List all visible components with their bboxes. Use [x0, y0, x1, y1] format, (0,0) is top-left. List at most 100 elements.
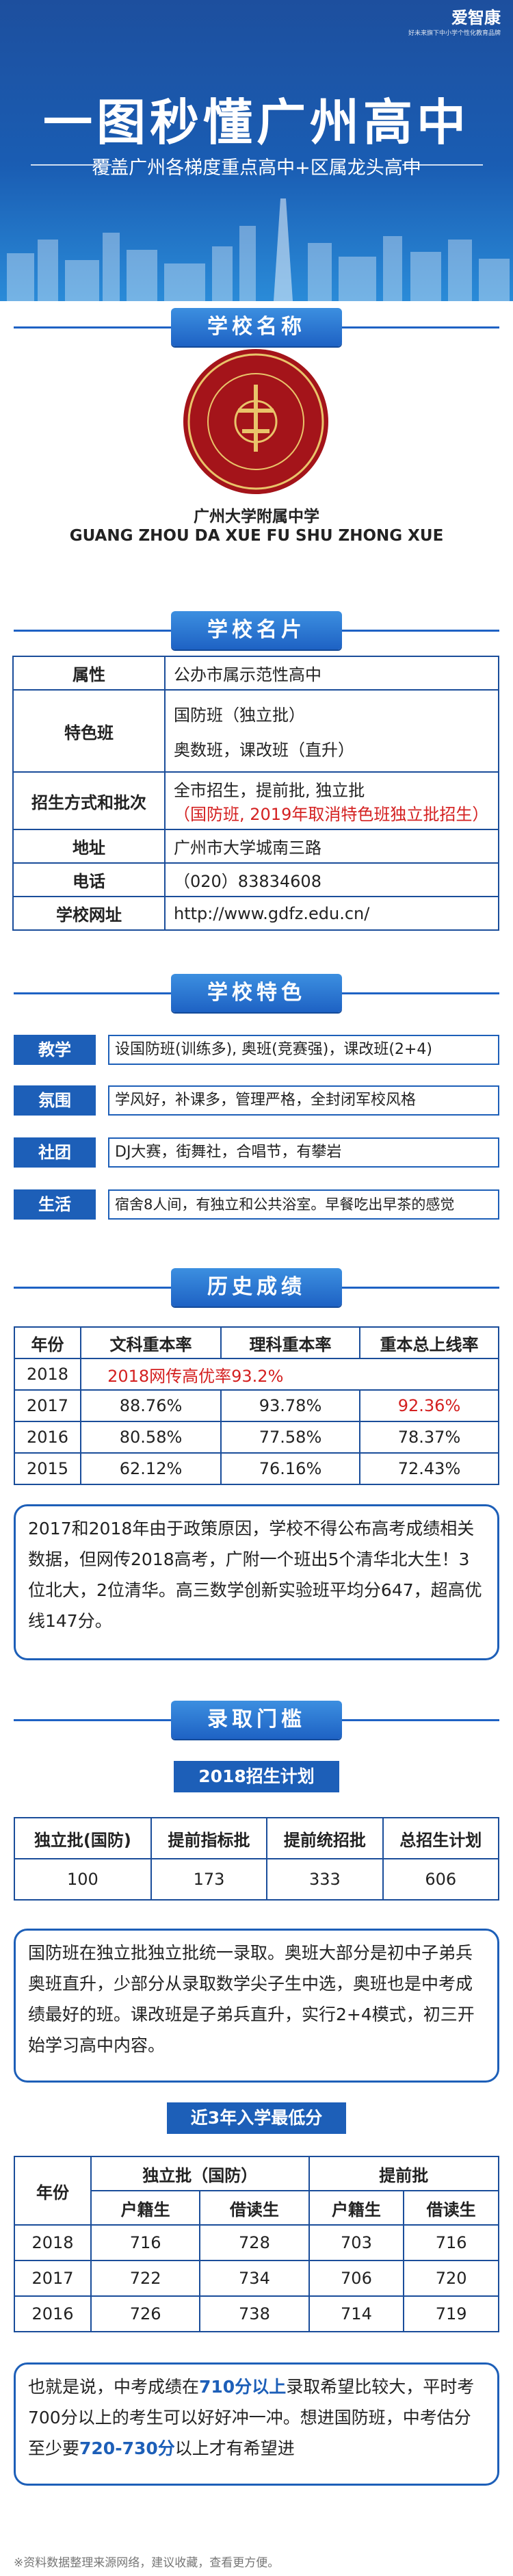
divider [402, 164, 483, 166]
info-key: 属性 [12, 656, 166, 691]
note-text: 也就是说，中考成绩在 [28, 2377, 200, 2397]
table-cell: 100 [14, 1858, 152, 1901]
table-header: 独立批(国防) [14, 1817, 152, 1859]
table-cell: 728 [199, 2224, 310, 2261]
table-cell: 2016 [14, 2295, 92, 2332]
enroll-line: 全市招生，提前批, 独立批 [174, 781, 365, 800]
section-title-features: 学校特色 [171, 974, 342, 1012]
table-cell: 716 [90, 2224, 201, 2261]
divider [31, 164, 111, 166]
note-text: 以上才有希望进 [174, 2438, 295, 2458]
feature-text: 学风好，补课多，管理严格，全封闭军校风格 [108, 1085, 499, 1116]
section-title-admission: 录取门槛 [171, 1701, 342, 1739]
plan-title: 2018招生计划 [174, 1761, 339, 1792]
table-header: 借读生 [199, 2190, 310, 2226]
enroll-note: （国防班, 2019年取消特色班独立批招生） [174, 805, 489, 824]
table-cell: 88.76% [80, 1389, 222, 1422]
table-cell: 706 [308, 2260, 405, 2297]
table-header: 总招生计划 [382, 1817, 500, 1859]
table-header: 独立批（国防） [90, 2156, 310, 2191]
brand-subtitle: 好未来旗下中小学个性化教育品牌 [408, 30, 501, 37]
info-key: 电话 [12, 862, 166, 897]
table-header: 文科重本率 [80, 1326, 222, 1359]
table-cell: 714 [308, 2295, 405, 2332]
feature-label: 教学 [14, 1035, 96, 1065]
conclusion-note: 也就是说，中考成绩在710分以上录取希望比较大，平时考700分以上的考生可以好好… [14, 2362, 499, 2486]
table-cell: 716 [403, 2224, 499, 2261]
table-cell: 93.78% [220, 1389, 360, 1422]
table-cell: 2016 [13, 1421, 82, 1454]
table-cell: 77.58% [220, 1421, 360, 1454]
table-cell-year: 2018 [13, 1358, 82, 1391]
table-cell: 2015 [13, 1452, 82, 1485]
info-key: 招生方式和批次 [12, 771, 166, 830]
footer-note: ※资料数据整理来源网络，建议收藏，查看更方便。 [14, 2556, 280, 2570]
note-text: 录取希望比较大，平时考700分以上的考生可以好好冲一冲。想进国防班，中考估分至少… [28, 2377, 475, 2458]
feature-text: 宿舍8人间，有独立和公共浴室。早餐吃出早茶的感觉 [108, 1189, 499, 1220]
school-pinyin: GUANG ZHOU DA XUE FU SHU ZHONG XUE [69, 527, 444, 545]
brand-name: 爱智康 [451, 8, 501, 27]
info-value: 广州市大学城南三路 [164, 829, 499, 864]
history-note: 2017和2018年由于政策原因，学校不得公布高考成绩相关数据，但网传2018高… [14, 1504, 499, 1660]
table-header: 提前批 [308, 2156, 500, 2191]
info-value: 国防班（独立批） 奥数班，课改班（直升） [164, 689, 499, 773]
table-cell: 719 [403, 2295, 499, 2332]
note-highlight: 720-730分 [79, 2438, 175, 2458]
feature-text: DJ大赛，街舞社，合唱节，有攀岩 [108, 1137, 499, 1168]
table-header: 年份 [13, 1326, 82, 1359]
table-header: 借读生 [403, 2190, 499, 2226]
table-header: 理科重本率 [220, 1326, 360, 1359]
table-cell: 78.37% [358, 1421, 500, 1454]
table-cell: 76.16% [220, 1452, 360, 1485]
feature-label: 氛围 [14, 1085, 96, 1116]
feature-label: 生活 [14, 1189, 96, 1220]
note-highlight: 710分以上 [199, 2377, 287, 2397]
section-title-history: 历史成绩 [171, 1268, 342, 1306]
table-cell: 2018 [14, 2224, 92, 2261]
school-info-table: 属性 公办市属示范性高中 特色班 国防班（独立批） 奥数班，课改班（直升） 招生方式… [12, 656, 499, 931]
feature-text: 设国防班(训练多), 奥班(竞赛强)，课改班(2+4) [108, 1035, 499, 1065]
table-header: 重本总上线率 [358, 1326, 500, 1359]
scores-table: 年份 独立批（国防） 提前批 户籍生 借读生 户籍生 借读生 2018 716 … [14, 2156, 500, 2332]
school-website-link[interactable]: http://www.gdfz.edu.cn/ [164, 896, 499, 931]
school-name: 广州大学附属中学 [194, 508, 319, 526]
plan-table: 独立批(国防) 提前指标批 提前统招批 总招生计划 100 173 333 60… [14, 1817, 500, 1901]
page-subtitle: 覆盖广州各梯度重点高中+区属龙头高中 [92, 157, 421, 179]
table-cell: 2017 [14, 2260, 92, 2297]
info-key: 地址 [12, 829, 166, 864]
school-logo [183, 349, 328, 494]
table-cell: 2017 [13, 1389, 82, 1422]
info-key: 学校网址 [12, 896, 166, 931]
plan-note: 国防班在独立批独立批统一录取。奥班大部分是初中子弟兵奥班直升，少部分从录取数学尖… [14, 1929, 499, 2083]
section-title-card: 学校名片 [171, 611, 342, 649]
table-cell: 703 [308, 2224, 405, 2261]
info-value: （020）83834608 [164, 862, 499, 897]
table-cell: 734 [199, 2260, 310, 2297]
table-cell: 80.58% [80, 1421, 222, 1454]
city-skyline-illustration [7, 198, 510, 301]
info-value: 全市招生，提前批, 独立批 （国防班, 2019年取消特色班独立批招生） [164, 771, 499, 830]
table-cell: 738 [199, 2295, 310, 2332]
info-key: 特色班 [12, 689, 166, 773]
table-cell: 606 [382, 1858, 500, 1901]
table-header: 户籍生 [308, 2190, 405, 2226]
table-header: 年份 [14, 2156, 92, 2226]
brand-logo: 爱智康 好未来旗下中小学个性化教育品牌 [408, 4, 501, 37]
table-header: 提前统招批 [266, 1817, 384, 1859]
table-cell: 62.12% [80, 1452, 222, 1485]
class-line: 奥数班，课改班（直升） [174, 740, 354, 760]
header-banner: 爱智康 好未来旗下中小学个性化教育品牌 一图秒懂广州高中 覆盖广州各梯度重点高中… [0, 0, 513, 301]
info-value: 公办市属示范性高中 [164, 656, 499, 691]
feature-label: 社团 [14, 1137, 96, 1168]
class-line: 国防班（独立批） [174, 706, 305, 725]
table-header: 户籍生 [90, 2190, 201, 2226]
page-title: 一图秒懂广州高中 [42, 94, 470, 151]
scores-title: 近3年入学最低分 [167, 2102, 346, 2134]
table-cell: 726 [90, 2295, 201, 2332]
section-title-name: 学校名称 [171, 308, 342, 346]
table-cell: 720 [403, 2260, 499, 2297]
table-cell: 72.43% [358, 1452, 500, 1485]
table-cell-note: 2018网传高优率93.2% [80, 1358, 499, 1391]
table-cell: 722 [90, 2260, 201, 2297]
table-cell: 173 [150, 1858, 268, 1901]
